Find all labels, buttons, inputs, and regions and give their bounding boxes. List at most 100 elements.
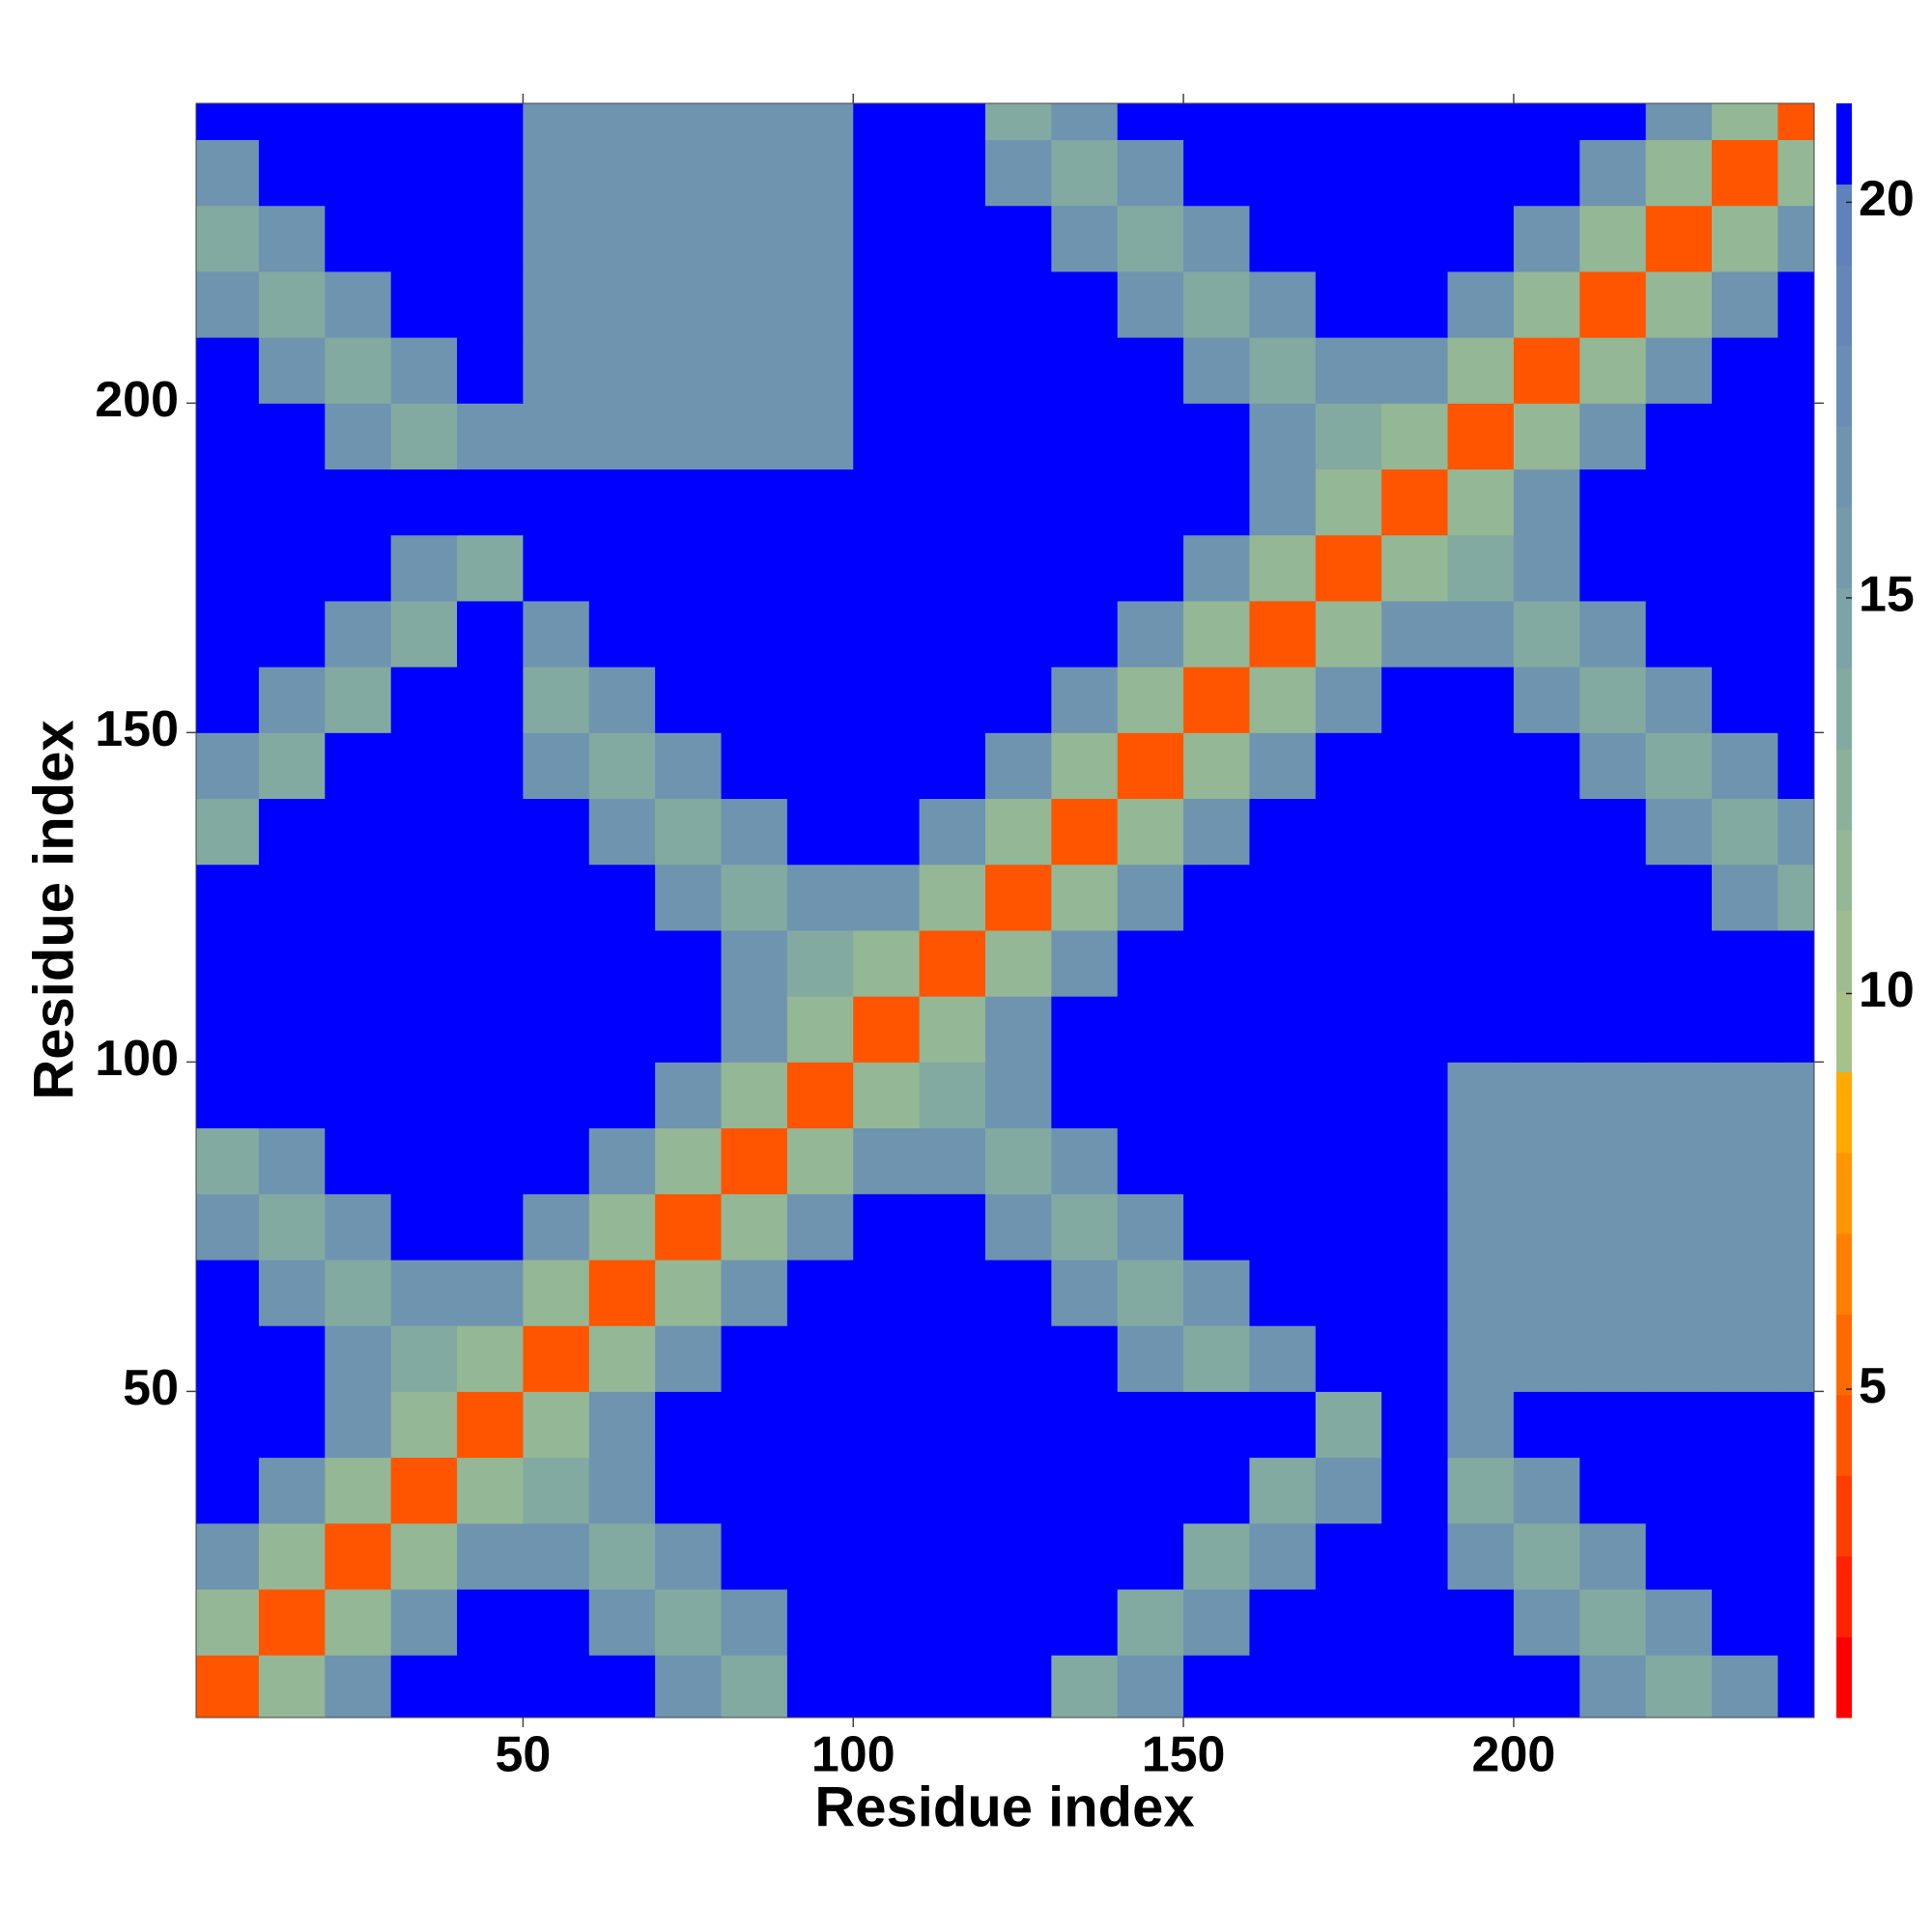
heatmap-cell [919,996,986,1063]
heatmap-cell [1712,534,1778,602]
heatmap-cell [1579,1522,1647,1590]
heatmap-cell [325,1457,392,1524]
heatmap-cell [1117,1522,1184,1590]
heatmap-cell [984,1655,1052,1718]
heatmap-cell [325,1522,392,1590]
colorbar-tick-label: 10 [1859,962,1915,1018]
heatmap-cell [1381,403,1449,470]
heatmap-cell [919,534,986,602]
heatmap-cell [655,1325,723,1392]
heatmap-cell [325,667,392,733]
heatmap-cell [523,1325,590,1392]
heatmap-cell [655,1655,723,1718]
heatmap-cell [1249,996,1317,1063]
heatmap-cell [1183,403,1250,470]
heatmap-cell [919,205,986,272]
heatmap-cell [1645,929,1713,997]
heatmap-cell [1447,1259,1515,1326]
heatmap-cell [984,1325,1052,1392]
heatmap-cell [786,732,854,800]
heatmap-cell [1117,1127,1184,1195]
heatmap-cell [1777,1062,1814,1129]
heatmap-cell [1447,996,1515,1063]
heatmap-cell [1513,403,1580,470]
heatmap-cell [390,205,458,272]
heatmap-cell [721,732,788,800]
heatmap-cell [1777,667,1814,733]
heatmap-cell [1447,929,1515,997]
heatmap-cell [1183,270,1250,338]
heatmap-cell [1051,469,1119,536]
heatmap-cell [1249,1259,1317,1326]
heatmap-cell [1513,600,1580,668]
heatmap-cell [1712,1259,1778,1326]
heatmap-cell [1447,270,1515,338]
heatmap-cell [655,1522,723,1590]
heatmap-cell [919,1325,986,1392]
heatmap-cell [721,1589,788,1656]
heatmap-cell [588,600,656,668]
heatmap-cell [390,864,458,931]
colorbar-segment [1836,587,1852,669]
heatmap-cell [523,864,590,931]
heatmap-cell [1712,996,1778,1063]
heatmap-cell [984,1259,1052,1326]
heatmap-cell [588,469,656,536]
heatmap-cell [1381,337,1449,404]
heatmap-cell [588,798,656,866]
heatmap-cell [1117,798,1184,866]
heatmap-cell [1447,864,1515,931]
heatmap-cell [1183,600,1250,668]
heatmap-cell [258,1062,326,1129]
heatmap-cell [655,798,723,866]
heatmap-cell [1117,337,1184,404]
heatmap-cell [325,1062,392,1129]
heatmap-cell [1051,864,1119,931]
heatmap-cell [457,1193,524,1261]
heatmap-cell [1183,1391,1250,1459]
heatmap-cell [457,403,524,470]
heatmap-cell [588,205,656,272]
heatmap-cell [325,403,392,470]
colorbar-segment [1836,1555,1852,1637]
heatmap-cell [196,1522,260,1590]
heatmap-cell [655,864,723,931]
heatmap-cell [786,996,854,1063]
heatmap-cell [1381,929,1449,997]
heatmap-cell [786,929,854,997]
heatmap-cell [390,1457,458,1524]
heatmap-cell [1315,1589,1382,1656]
heatmap-cell [457,996,524,1063]
heatmap-cell [1513,864,1580,931]
colorbar-segment [1836,1233,1852,1315]
heatmap-cell [919,864,986,931]
heatmap-cell [919,1655,986,1718]
heatmap-cell [1117,1193,1184,1261]
heatmap-cell [457,469,524,536]
heatmap-cell [523,600,590,668]
y-tick-label: 150 [95,701,179,757]
heatmap-cell [390,270,458,338]
heatmap-cell [1712,1655,1778,1718]
heatmap-cell [1447,798,1515,866]
heatmap-cell [919,1062,986,1129]
heatmap-cell [1249,469,1317,536]
heatmap-cell [721,1522,788,1590]
heatmap-cell [588,667,656,733]
heatmap-cell [1645,1193,1713,1261]
heatmap-cell [523,929,590,997]
heatmap-cell [1183,1655,1250,1718]
heatmap-cell [1183,1457,1250,1524]
heatmap-cell [1712,667,1778,733]
heatmap-cell [984,403,1052,470]
heatmap-cell [984,1522,1052,1590]
heatmap-cell [1777,732,1814,800]
heatmap-cell [523,1127,590,1195]
heatmap-cell [1249,534,1317,602]
heatmap-cell [1645,732,1713,800]
heatmap-cell [1381,270,1449,338]
heatmap-cell [786,534,854,602]
heatmap-cell [588,1193,656,1261]
heatmap-cell [1579,1127,1647,1195]
heatmap-cell [1447,205,1515,272]
